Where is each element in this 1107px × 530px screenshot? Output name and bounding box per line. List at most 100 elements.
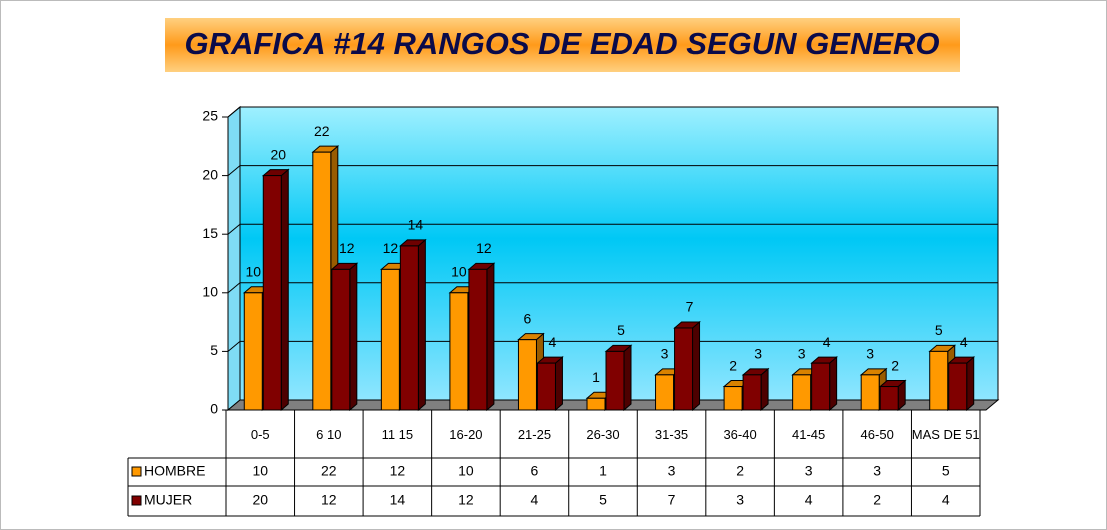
data-label: 12 bbox=[383, 240, 399, 256]
bar bbox=[605, 350, 625, 411]
x-tick-label: 31-35 bbox=[654, 427, 689, 442]
data-label: 10 bbox=[245, 264, 261, 280]
table-value: 4 bbox=[531, 492, 539, 508]
data-label: 12 bbox=[476, 240, 492, 256]
data-label: 6 bbox=[524, 310, 532, 326]
bar bbox=[517, 339, 537, 411]
bar bbox=[792, 374, 812, 411]
bar bbox=[655, 374, 675, 411]
table-value: 5 bbox=[942, 463, 950, 479]
data-label: 22 bbox=[314, 123, 330, 139]
table-value: 2 bbox=[873, 492, 881, 508]
grid-line bbox=[227, 282, 241, 294]
data-label: 1 bbox=[592, 369, 600, 385]
bar-side bbox=[554, 356, 563, 412]
bar bbox=[860, 374, 880, 411]
table-value: 3 bbox=[805, 463, 813, 479]
bar bbox=[243, 292, 263, 411]
table-value: 4 bbox=[942, 492, 950, 508]
bar-side bbox=[417, 238, 426, 412]
table-value: 3 bbox=[668, 463, 676, 479]
bar-side bbox=[486, 262, 495, 412]
data-label: 3 bbox=[754, 346, 762, 362]
legend-swatch bbox=[131, 495, 142, 506]
bar bbox=[262, 175, 282, 411]
x-tick-label: 0-5 bbox=[250, 427, 270, 442]
x-tick-label: 6 10 bbox=[316, 427, 342, 442]
chart-title: GRAFICA #14 RANGOS DE EDAD SEGUN GENERO bbox=[184, 26, 939, 61]
x-tick-label: 21-25 bbox=[517, 427, 552, 442]
bar bbox=[723, 386, 743, 411]
grid-line bbox=[227, 165, 241, 176]
table-value: 3 bbox=[873, 463, 881, 479]
table-value: 4 bbox=[805, 492, 813, 508]
data-label: 10 bbox=[451, 264, 467, 280]
table-value: 1 bbox=[599, 463, 607, 479]
table-value: 10 bbox=[252, 463, 268, 479]
bar bbox=[449, 292, 469, 411]
data-label: 2 bbox=[891, 357, 899, 373]
bar bbox=[380, 268, 400, 411]
bar-side bbox=[349, 262, 358, 412]
data-label: 5 bbox=[935, 322, 943, 338]
table-value: 14 bbox=[390, 492, 406, 508]
data-label: 3 bbox=[798, 346, 806, 362]
data-label: 7 bbox=[686, 299, 694, 315]
table-value: 12 bbox=[390, 463, 406, 479]
x-tick-label: 26-30 bbox=[586, 427, 620, 442]
bar-side bbox=[280, 168, 289, 412]
bar bbox=[948, 362, 968, 411]
data-label: 14 bbox=[408, 217, 424, 233]
bar bbox=[312, 151, 332, 411]
x-tick-label: 46-50 bbox=[860, 427, 894, 442]
data-label: 12 bbox=[339, 240, 355, 256]
bar bbox=[331, 268, 351, 411]
bar bbox=[468, 268, 488, 411]
grid-line bbox=[227, 223, 241, 235]
x-tick-label: MAS DE 51 bbox=[911, 427, 980, 442]
data-label: 4 bbox=[823, 334, 831, 350]
bar bbox=[879, 386, 899, 411]
data-label: 3 bbox=[661, 346, 669, 362]
y-tick-label: 0 bbox=[210, 401, 218, 417]
legend-label: MUJER bbox=[144, 492, 192, 508]
table-value: 2 bbox=[736, 463, 744, 479]
x-tick-label: 16-20 bbox=[449, 427, 483, 442]
data-label: 5 bbox=[617, 322, 625, 338]
table-value: 7 bbox=[668, 492, 676, 508]
bar-side bbox=[692, 320, 701, 412]
data-label: 20 bbox=[270, 146, 286, 162]
x-tick-label: 41-45 bbox=[792, 427, 826, 442]
legend-label: HOMBRE bbox=[144, 463, 205, 479]
grid-line bbox=[227, 341, 241, 352]
table-value: 6 bbox=[531, 463, 539, 479]
x-tick-label: 36-40 bbox=[723, 427, 757, 442]
bar bbox=[742, 374, 762, 411]
legend-swatch bbox=[131, 466, 142, 477]
y-tick-label: 10 bbox=[202, 284, 218, 300]
bar bbox=[674, 327, 694, 411]
side-wall bbox=[227, 105, 241, 412]
table-value: 3 bbox=[736, 492, 744, 508]
table-value: 10 bbox=[458, 463, 474, 479]
title-box bbox=[165, 18, 960, 72]
grid-line bbox=[227, 106, 241, 118]
y-tick-label: 20 bbox=[202, 166, 218, 182]
bar-side bbox=[966, 356, 975, 412]
bar-side bbox=[829, 356, 838, 412]
table-value: 20 bbox=[252, 492, 268, 508]
table-value: 5 bbox=[599, 492, 607, 508]
bar bbox=[811, 362, 831, 411]
bar-side bbox=[623, 344, 632, 412]
bar-side bbox=[760, 367, 769, 412]
y-tick-label: 5 bbox=[210, 342, 218, 358]
data-label: 2 bbox=[729, 357, 737, 373]
bar bbox=[399, 245, 419, 411]
bar bbox=[929, 350, 949, 411]
data-label: 4 bbox=[960, 334, 968, 350]
table-value: 12 bbox=[458, 492, 474, 508]
bar bbox=[536, 362, 556, 411]
bar bbox=[586, 397, 606, 411]
